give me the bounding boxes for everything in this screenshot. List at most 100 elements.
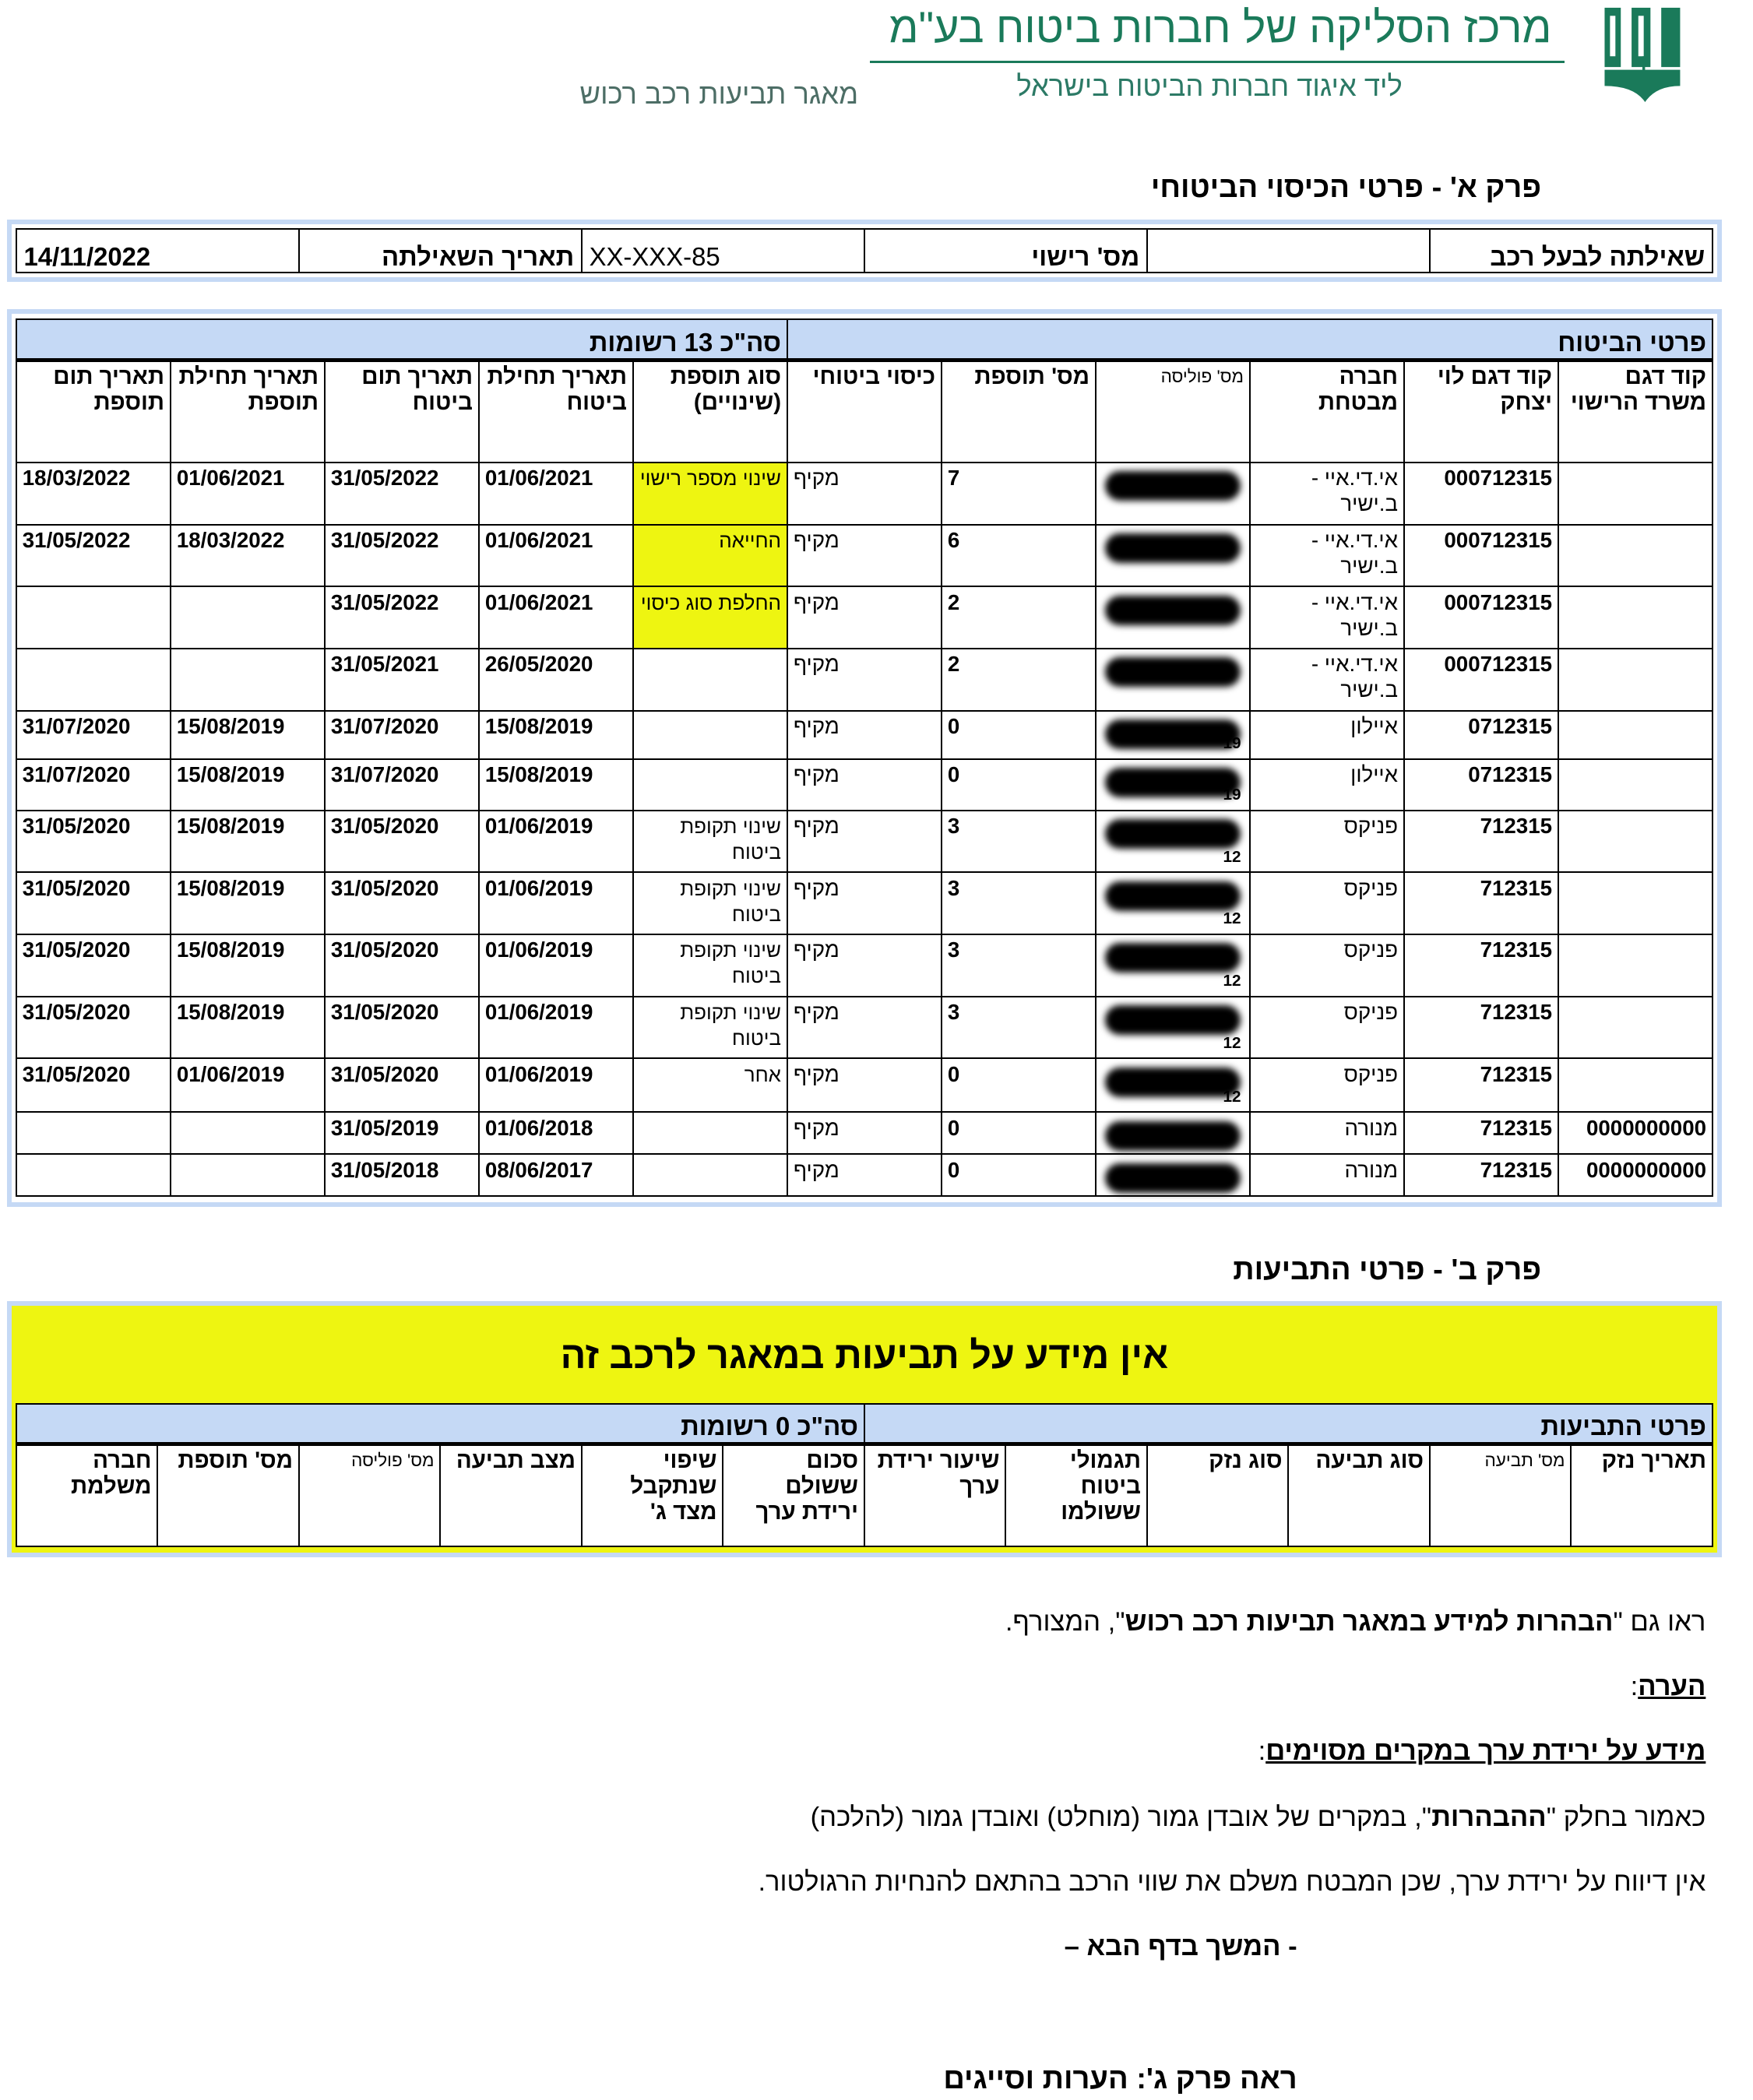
cell-start: 15/08/2019	[477, 709, 634, 760]
cell-levi-code: 712315	[1403, 1057, 1559, 1113]
column-header: תאריך תחילת ביטוח	[477, 359, 634, 463]
cell-start: 26/05/2020	[477, 647, 634, 712]
cell-end: 31/05/2022	[323, 461, 480, 526]
query-value	[1146, 228, 1431, 273]
cell-end: 31/07/2020	[323, 758, 480, 811]
redaction-blur	[1105, 719, 1241, 749]
cell-start: 01/06/2019	[477, 809, 634, 874]
policy-number-redacted	[1094, 523, 1251, 588]
policy-number-redacted	[1094, 647, 1251, 712]
redaction-blur	[1105, 533, 1241, 564]
cell-addendum-no: 3	[940, 933, 1097, 997]
redaction-blur	[1105, 881, 1241, 911]
policy-number-redacted	[1094, 461, 1251, 526]
policy-suffix: 19	[1223, 734, 1241, 753]
cell-insurer: אי.די.איי - ב.ישיר	[1248, 523, 1405, 588]
insurance-table-box: פרטי הביטוח סה"כ 13 רשומות קוד דגם משרד …	[6, 308, 1723, 1208]
cell-coverage: מקיף	[786, 933, 942, 997]
cell-insurer: מנורה	[1248, 1111, 1405, 1156]
text: ראו גם "	[1613, 1606, 1706, 1637]
logo-icon	[1604, 8, 1681, 103]
column-header: קוד דגם לוי יצחק	[1403, 359, 1559, 463]
cell-levi-code: 0712315	[1403, 709, 1559, 760]
cell-coverage: מקיף	[786, 461, 942, 526]
cell-levi-code: 712315	[1403, 995, 1559, 1060]
cell-end: 31/05/2022	[323, 523, 480, 588]
cell-addendum-no: 3	[940, 809, 1097, 874]
policy-number-redacted: 12	[1094, 995, 1251, 1060]
cell-addendum-type	[632, 1111, 788, 1156]
column-header: סוג תוספת (שינויים)	[632, 359, 788, 463]
see-part-c: ראה פרק ג': הערות וסייגים	[943, 2063, 1297, 2096]
column-header: תאריך תום תוספת	[15, 359, 171, 463]
column-header: סוג נזק	[1146, 1443, 1290, 1548]
cell-insurer: פניקס	[1248, 1057, 1405, 1113]
cell-addendum-no: 3	[940, 995, 1097, 1060]
cell-start: 01/06/2021	[477, 586, 634, 649]
redaction-blur	[1105, 768, 1241, 798]
cell-add-start	[169, 1153, 326, 1198]
cell-add-start	[169, 586, 326, 649]
cell-addendum-type	[632, 709, 788, 760]
cell-model-code	[1557, 809, 1713, 874]
column-header: תגמולי ביטוח ששולמו	[1005, 1443, 1148, 1548]
cell-add-end: 31/05/2020	[15, 1057, 171, 1113]
cell-start: 01/06/2019	[477, 933, 634, 997]
cell-insurer: פניקס	[1248, 871, 1405, 935]
cell-start: 01/06/2019	[477, 995, 634, 1060]
cell-end: 31/05/2021	[323, 647, 480, 712]
policy-suffix: 12	[1223, 1087, 1241, 1106]
cell-add-end	[15, 1153, 171, 1198]
cell-coverage: מקיף	[786, 995, 942, 1060]
cell-coverage: מקיף	[786, 709, 942, 760]
cell-add-end: 31/07/2020	[15, 758, 171, 811]
redaction-blur	[1105, 471, 1241, 501]
column-header: קוד דגם משרד הרישוי	[1557, 359, 1713, 463]
cell-add-start: 15/08/2019	[169, 871, 326, 935]
cell-coverage: מקיף	[786, 647, 942, 712]
column-header: חברה מבטחת	[1248, 359, 1405, 463]
cell-coverage: מקיף	[786, 586, 942, 649]
redaction-blur	[1105, 1120, 1241, 1151]
cell-add-start: 15/08/2019	[169, 995, 326, 1060]
cell-insurer: פניקס	[1248, 809, 1405, 874]
text: ההבהרות	[1431, 1803, 1547, 1833]
policy-number-redacted: 12	[1094, 809, 1251, 874]
column-header: חברה משלמת	[15, 1443, 159, 1548]
table-row: 000712315 אי.די.איי - ב.ישיר 6 מקיף החייאה 01…	[15, 523, 1713, 588]
depreciation-heading: מידע על ירידת ערך במקרים מסוימים:	[1258, 1736, 1706, 1767]
table-row: 000712315 אי.די.איי - ב.ישיר 2 מקיף החלפת סו…	[15, 586, 1713, 649]
table-row: 000712315 אי.די.איי - ב.ישיר 7 מקיף שינוי מס…	[15, 461, 1713, 526]
cell-add-end: 31/05/2020	[15, 809, 171, 874]
policy-suffix: 12	[1223, 971, 1241, 990]
cell-coverage: מקיף	[786, 809, 942, 874]
cell-addendum-no: 7	[940, 461, 1097, 526]
cell-addendum-no: 0	[940, 1057, 1097, 1113]
column-header: מצב תביעה	[439, 1443, 583, 1548]
cell-add-end: 31/05/2020	[15, 995, 171, 1060]
column-header: מס' תביעה	[1428, 1443, 1572, 1548]
table-row: 0000000000 712315 מנורה 0 מקיף 08/06/2017 31/0…	[15, 1153, 1713, 1198]
table-row: 712315 פניקס 12 3 מקיף שינוי תקופת ביטוח 01/06…	[15, 995, 1713, 1060]
table-row: 712315 פניקס 12 3 מקיף שינוי תקופת ביטוח 01/06…	[15, 933, 1713, 997]
cell-start: 01/06/2018	[477, 1111, 634, 1156]
cell-addendum-no: 3	[940, 871, 1097, 935]
column-header: שיעור ירידת ערך	[863, 1443, 1007, 1548]
cell-add-start: 18/03/2022	[169, 523, 326, 588]
cell-addendum-type: שינוי תקופת ביטוח	[632, 871, 788, 935]
cell-addendum-type	[632, 647, 788, 712]
policy-number-redacted	[1094, 1111, 1251, 1156]
text: כאמור בחלק "	[1546, 1803, 1706, 1833]
query-date-value: 14/11/2022	[15, 228, 300, 273]
section-label: פרטי הביטוח	[786, 318, 1713, 362]
remark-heading: הערה:	[1630, 1672, 1706, 1702]
section-label: פרטי התביעות	[863, 1402, 1713, 1446]
policy-number-redacted	[1094, 1153, 1251, 1198]
cell-addendum-type: החייאה	[632, 523, 788, 588]
column-header: סכום ששולם ירידת ערך	[722, 1443, 865, 1548]
cell-add-start: 01/06/2021	[169, 461, 326, 526]
cell-add-end	[15, 586, 171, 649]
cell-model-code	[1557, 709, 1713, 760]
table-row: 712315 פניקס 12 3 מקיף שינוי תקופת ביטוח 01/06…	[15, 871, 1713, 935]
